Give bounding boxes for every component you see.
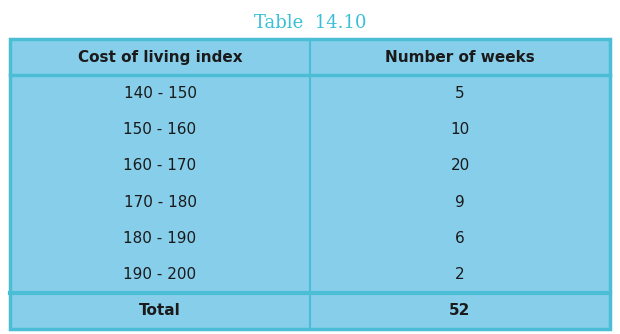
- Text: 20: 20: [450, 158, 469, 173]
- Text: 6: 6: [455, 231, 465, 246]
- Text: 10: 10: [450, 122, 469, 137]
- Text: 2: 2: [455, 267, 465, 282]
- Bar: [10, 39, 610, 329]
- Text: 140 - 150: 140 - 150: [123, 86, 197, 101]
- Text: 180 - 190: 180 - 190: [123, 231, 197, 246]
- Text: Cost of living index: Cost of living index: [78, 50, 242, 64]
- Text: 190 - 200: 190 - 200: [123, 267, 197, 282]
- Text: Total: Total: [139, 303, 181, 318]
- Text: 150 - 160: 150 - 160: [123, 122, 197, 137]
- Text: 9: 9: [455, 195, 465, 210]
- Text: Table  14.10: Table 14.10: [254, 14, 366, 32]
- Bar: [10, 39, 610, 329]
- Text: 5: 5: [455, 86, 465, 101]
- Text: 170 - 180: 170 - 180: [123, 195, 197, 210]
- Text: Number of weeks: Number of weeks: [385, 50, 535, 64]
- Text: 160 - 170: 160 - 170: [123, 158, 197, 173]
- Text: 52: 52: [450, 303, 471, 318]
